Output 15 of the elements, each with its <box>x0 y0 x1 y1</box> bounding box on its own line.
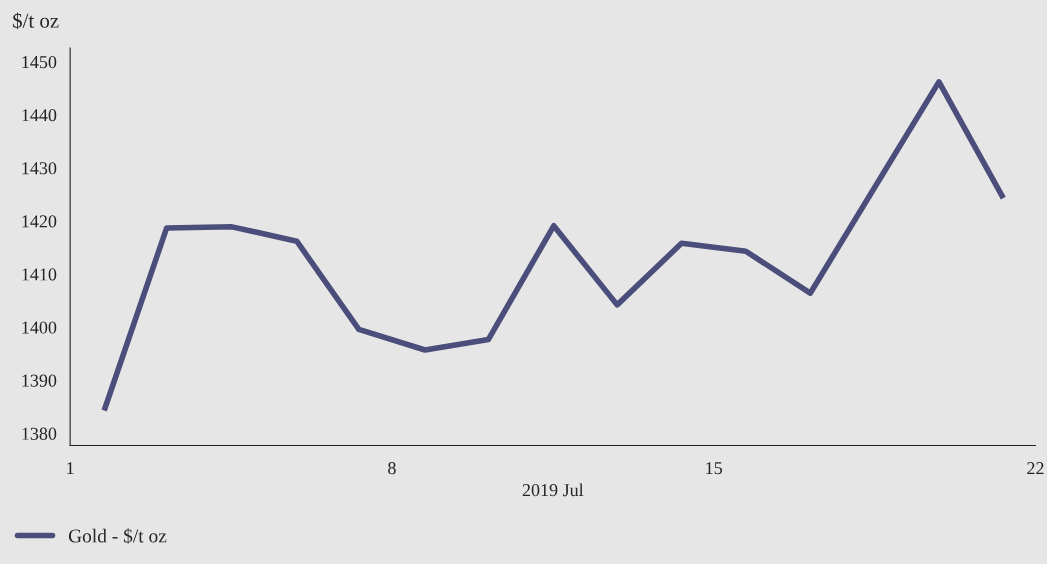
y-tick-label: 1410 <box>22 268 57 281</box>
y-tick-label: 1450 <box>22 56 57 69</box>
y-tick-label: 1420 <box>22 215 57 228</box>
x-tick-label: 1 <box>67 462 74 475</box>
y-tick-label: 1390 <box>22 374 57 387</box>
y-tick-label: 1380 <box>22 427 57 440</box>
x-tick-label: 8 <box>388 462 396 475</box>
legend-label: Gold - $/t oz <box>68 528 167 544</box>
y-tick-label: 1440 <box>22 109 57 122</box>
y-tick-label: 1400 <box>22 321 57 334</box>
x-tick-label: 15 <box>706 462 723 475</box>
x-axis-title: 2019 Jul <box>522 483 584 497</box>
x-tick-label: 22 <box>1027 462 1044 475</box>
y-axis-title: $/t oz <box>13 12 59 30</box>
y-tick-label: 1430 <box>22 162 57 175</box>
